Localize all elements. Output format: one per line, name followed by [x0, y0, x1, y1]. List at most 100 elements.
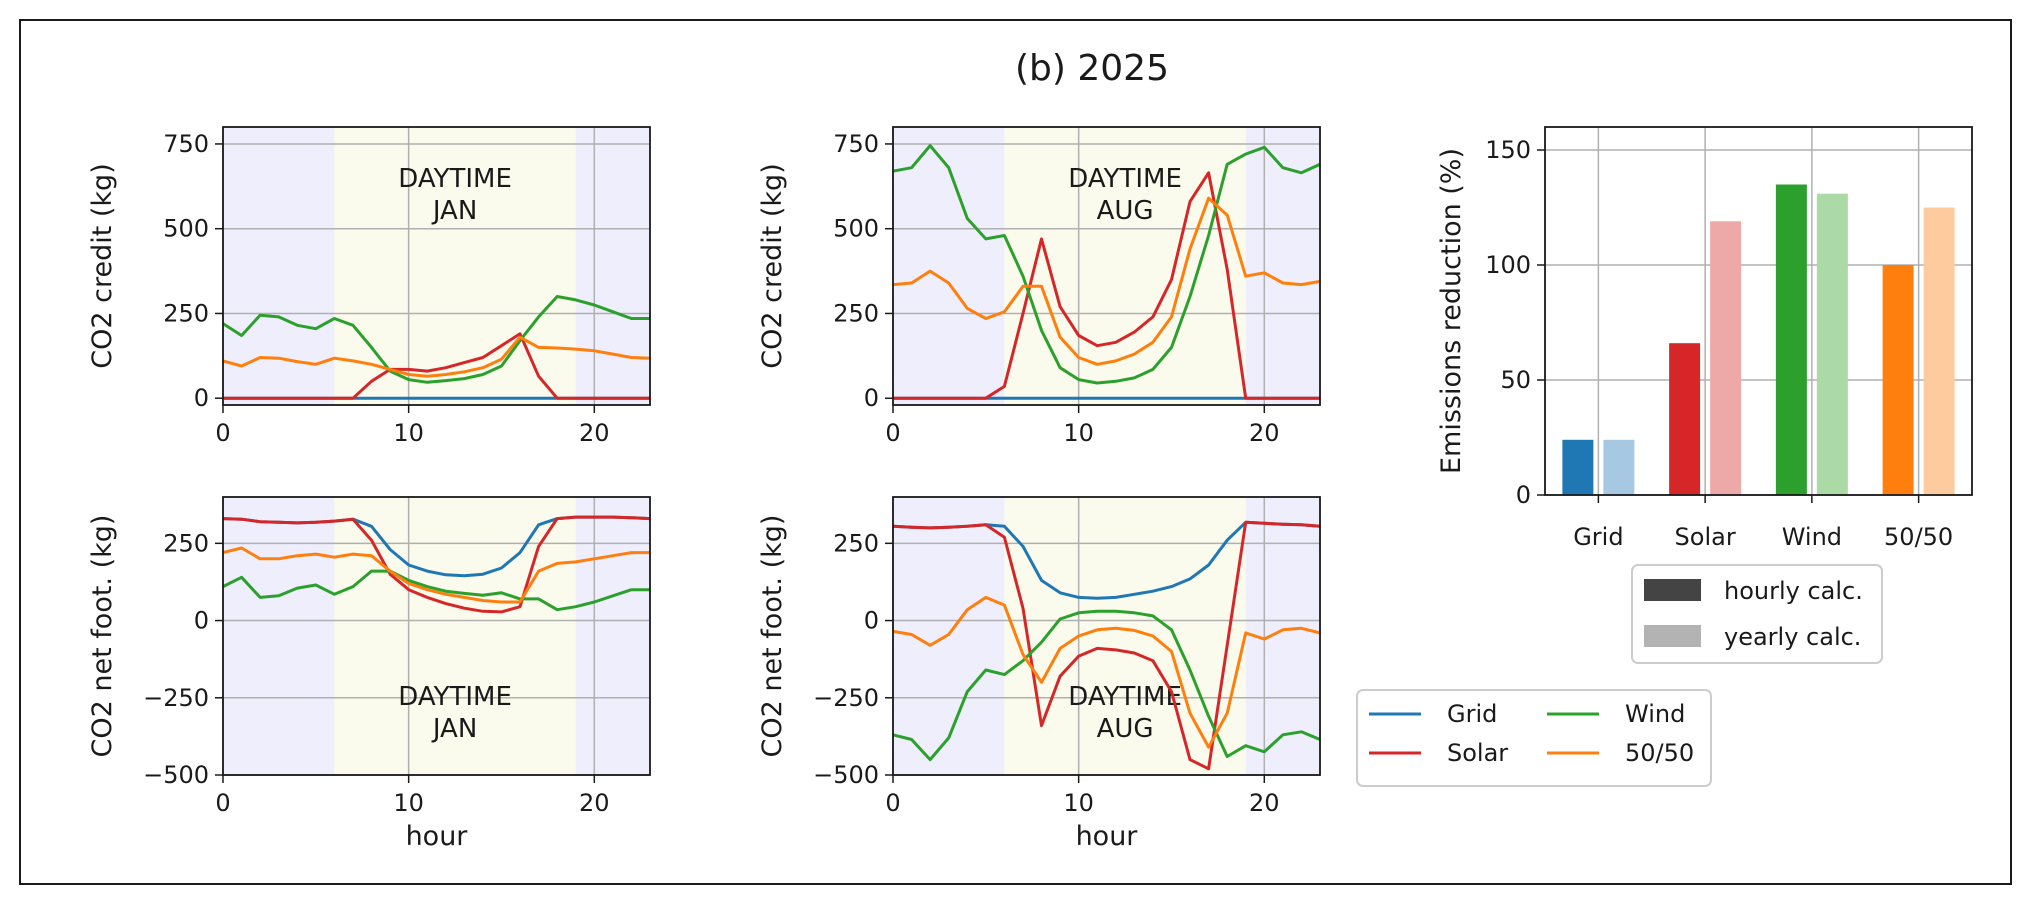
- y-tick-label: 750: [833, 130, 879, 158]
- y-tick-label: 250: [833, 529, 879, 557]
- y-tick-label: −500: [813, 761, 879, 789]
- bar-Grid-hourly: [1562, 439, 1594, 495]
- night-band: [575, 127, 650, 405]
- bar-legend-swatch: [1644, 579, 1701, 601]
- series-line-Wind: [893, 609, 1320, 762]
- bar-50-50-yearly: [1923, 207, 1955, 495]
- y-tick-label: 0: [864, 607, 879, 635]
- series-line-50-50: [223, 546, 650, 604]
- x-tick-label: Grid: [1573, 523, 1623, 551]
- x-tick-label: 0: [215, 419, 230, 447]
- night-band: [575, 497, 650, 775]
- y-axis-label: Emissions reduction (%): [1436, 148, 1467, 474]
- night-band: [223, 497, 335, 775]
- x-tick-label: 10: [393, 419, 424, 447]
- month-label: JAN: [431, 714, 477, 744]
- daytime-label: DAYTIME: [398, 164, 512, 194]
- series-line-50-50: [223, 335, 650, 378]
- series-line-Solar: [893, 171, 1320, 400]
- x-axis-label: hour: [1076, 821, 1139, 852]
- bar-legend-label: yearly calc.: [1724, 623, 1861, 651]
- figure-title: (b) 2025: [1015, 48, 1169, 89]
- legend-label-Grid: Grid: [1447, 700, 1497, 728]
- plot-frame: [892, 496, 1321, 776]
- y-tick-label: 500: [833, 215, 879, 243]
- legend-label-Wind: Wind: [1625, 700, 1685, 728]
- line-legend-frame: [1356, 689, 1712, 787]
- series-line-Solar: [893, 520, 1320, 771]
- series-line-Wind: [223, 569, 650, 612]
- x-axis-label: hour: [406, 821, 469, 852]
- y-tick-label: 150: [1485, 136, 1531, 164]
- y-tick-label: 250: [163, 529, 209, 557]
- y-tick-label: 250: [163, 299, 209, 327]
- bar-legend-swatch: [1644, 625, 1701, 647]
- x-tick-label: Wind: [1782, 523, 1842, 551]
- y-axis-label: CO2 net foot. (kg): [757, 515, 788, 758]
- bar-Wind-hourly: [1775, 184, 1807, 495]
- x-tick-label: 20: [579, 419, 610, 447]
- y-tick-label: 50: [1500, 366, 1531, 394]
- month-label: AUG: [1097, 714, 1154, 744]
- bar-legend-label: hourly calc.: [1724, 577, 1863, 605]
- bar-Solar-yearly: [1710, 221, 1742, 496]
- x-tick-label: 20: [1249, 789, 1280, 817]
- daytime-label: DAYTIME: [1068, 682, 1182, 712]
- y-tick-label: 250: [833, 299, 879, 327]
- series-line-Wind: [893, 144, 1320, 385]
- series-line-50-50: [893, 595, 1320, 749]
- x-tick-label: 0: [885, 419, 900, 447]
- daytime-label: DAYTIME: [1068, 164, 1182, 194]
- x-tick-label: Solar: [1675, 523, 1736, 551]
- x-tick-label: 10: [393, 789, 424, 817]
- y-axis-label: CO2 credit (kg): [87, 163, 118, 368]
- panel-emissions-reduction: Grid Solar Wind 50/50 0 50 100 150 Emissions red…: [1436, 126, 1973, 551]
- plot-frame: [1544, 126, 1973, 496]
- y-tick-label: −250: [143, 684, 209, 712]
- x-tick-label: 0: [885, 789, 900, 817]
- x-tick-label: 20: [1249, 419, 1280, 447]
- x-tick-label: 10: [1063, 419, 1094, 447]
- bar-50-50-hourly: [1882, 265, 1914, 495]
- y-tick-label: 0: [194, 607, 209, 635]
- bar-Grid-yearly: [1603, 439, 1635, 495]
- plot-frame: [892, 126, 1321, 406]
- plot-frame: [222, 126, 651, 406]
- bar-Solar-hourly: [1669, 343, 1701, 495]
- bar-Wind-yearly: [1816, 193, 1848, 495]
- series-line-Solar: [223, 515, 650, 614]
- series-line-50-50: [893, 196, 1320, 366]
- night-band: [1245, 127, 1320, 405]
- series-line-Wind: [223, 295, 650, 384]
- y-tick-label: −500: [143, 761, 209, 789]
- y-tick-label: 750: [163, 130, 209, 158]
- y-tick-label: 0: [864, 384, 879, 412]
- plot-frame: [222, 496, 651, 776]
- month-label: JAN: [431, 196, 477, 226]
- x-tick-label: 20: [579, 789, 610, 817]
- daytime-label: DAYTIME: [398, 682, 512, 712]
- month-label: AUG: [1097, 196, 1154, 226]
- legend-label-Solar: Solar: [1447, 739, 1508, 767]
- x-tick-label: 0: [215, 789, 230, 817]
- x-tick-label: 10: [1063, 789, 1094, 817]
- series-line-Solar: [223, 332, 650, 400]
- daytime-band: [334, 127, 576, 405]
- y-tick-label: 0: [194, 384, 209, 412]
- y-tick-label: 0: [1516, 481, 1531, 509]
- y-tick-label: 100: [1485, 251, 1531, 279]
- y-tick-label: −250: [813, 684, 879, 712]
- bar-legend: hourly calc. yearly calc.: [1631, 564, 1883, 664]
- y-axis-label: CO2 net foot. (kg): [87, 515, 118, 758]
- x-tick-label: 50/50: [1884, 523, 1953, 551]
- y-tick-label: 500: [163, 215, 209, 243]
- night-band: [893, 127, 1005, 405]
- y-axis-label: CO2 credit (kg): [757, 163, 788, 368]
